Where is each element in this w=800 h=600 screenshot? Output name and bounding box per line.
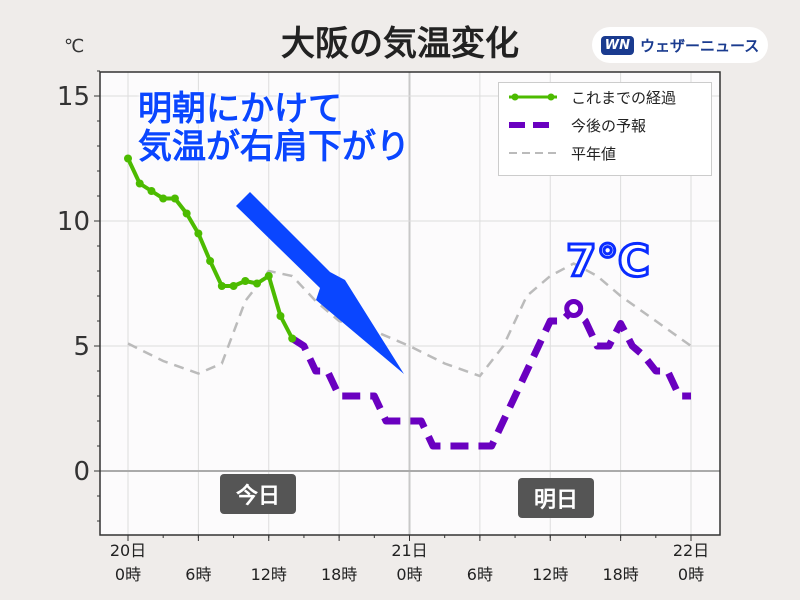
annotation-line2: 気温が右肩下がり	[138, 127, 410, 167]
observed-point	[241, 277, 250, 285]
observed-point	[182, 209, 191, 218]
legend-label: 今後の予報	[571, 116, 647, 135]
legend: これまでの経過 今後の予報 平年値	[498, 82, 712, 176]
logo-name: ウェザーニュース	[639, 36, 760, 55]
chart-title: 大阪の気温変化	[281, 24, 519, 64]
trend-annotation: 明朝にかけて 気温が右肩下がり	[138, 90, 410, 166]
x-tick-label-date: 20日	[110, 541, 146, 560]
tomorrow-label: 明日	[518, 478, 595, 518]
y-axis-unit: ℃	[64, 36, 85, 57]
observed-point	[194, 229, 203, 238]
observed-point	[147, 187, 156, 195]
x-tick-label-date: 22日	[673, 541, 709, 560]
weathernews-logo: WN ウェザーニュース	[592, 27, 768, 63]
logo-mark: WN	[600, 35, 634, 55]
observed-point	[206, 257, 215, 265]
observed-point	[264, 272, 273, 280]
down-arrow-icon	[236, 192, 404, 374]
y-tick-label: 15	[57, 82, 90, 112]
observed-point	[276, 312, 285, 320]
x-tick-label-hour: 12時	[532, 565, 568, 584]
legend-item-normal: 平年値	[499, 139, 711, 167]
observed-point	[229, 282, 238, 290]
normal-line	[127, 262, 692, 378]
peak-label: 7℃	[565, 235, 652, 289]
legend-item-forecast: 今後の予報	[499, 111, 711, 139]
y-tick-label: 0	[73, 457, 90, 487]
y-tick-label: 5	[73, 332, 90, 362]
x-tick-label-hour: 12時	[251, 565, 287, 584]
x-tick-label-hour: 18時	[602, 565, 638, 584]
legend-label: これまでの経過	[571, 88, 677, 107]
x-tick-label-hour: 6時	[467, 565, 493, 584]
legend-item-observed: これまでの経過	[499, 83, 711, 111]
x-tick-label-hour: 0時	[678, 565, 704, 584]
x-tick-label-hour: 18時	[321, 565, 357, 584]
observed-point	[253, 279, 262, 288]
forecast-peak-marker	[564, 299, 584, 318]
y-tick-label: 10	[57, 207, 90, 237]
forecast-line	[290, 305, 691, 450]
observed-point	[124, 154, 132, 163]
observed-point	[217, 282, 226, 290]
x-tick-label-hour: 6時	[185, 565, 211, 584]
observed-point	[288, 334, 297, 343]
observed-point	[135, 179, 144, 188]
x-tick-label-hour: 0時	[115, 565, 141, 584]
annotation-line1: 明朝にかけて	[138, 89, 342, 129]
x-tick-label-date: 21日	[391, 541, 427, 560]
x-tick-label-hour: 0時	[396, 565, 422, 584]
legend-label: 平年値	[571, 144, 617, 163]
plot-frame	[99, 71, 721, 536]
observed-point	[159, 194, 168, 203]
observed-point	[170, 194, 179, 203]
today-label: 今日	[220, 474, 297, 514]
